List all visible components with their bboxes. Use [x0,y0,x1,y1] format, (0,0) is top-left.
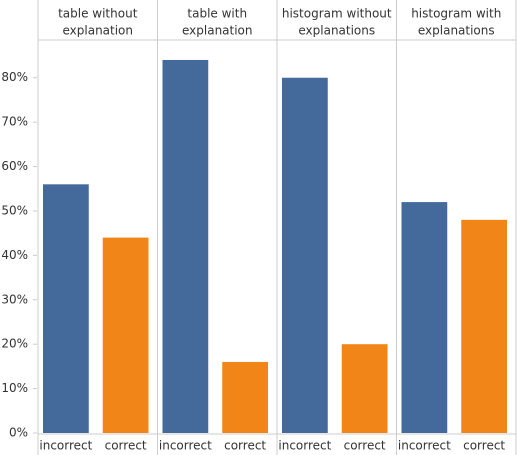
x-tick-label: correct [344,439,386,453]
x-tick-label: incorrect [159,439,212,453]
panel-title: histogram with [411,7,501,21]
bar [401,202,448,433]
bar [43,184,89,433]
x-tick-label: incorrect [398,439,451,453]
bar [282,77,328,434]
y-tick-label: 40% [1,248,28,262]
x-tick-label: correct [105,439,147,453]
y-tick-label: 70% [1,115,28,129]
y-tick-label: 0% [9,426,28,440]
panel-title: table without [58,7,138,21]
panel-title: explanation [62,24,133,38]
panel-title: histogram without [282,7,392,21]
bar [102,237,149,433]
x-tick-label: incorrect [39,439,92,453]
bar [222,361,268,433]
panel-title: explanation [182,24,253,38]
bar [341,344,388,433]
x-tick-label: correct [463,439,505,453]
y-tick-label: 20% [1,337,28,351]
x-tick-label: correct [224,439,266,453]
y-tick-label: 80% [1,70,28,84]
y-tick-label: 10% [1,381,28,395]
bar [162,59,209,433]
x-tick-label: incorrect [278,439,331,453]
panel-title: explanations [418,24,495,38]
panel-title: explanations [298,24,375,38]
y-tick-label: 30% [1,292,28,306]
y-tick-label: 60% [1,159,28,173]
bar [461,219,507,433]
panel-title: table with [187,7,247,21]
y-tick-label: 50% [1,203,28,217]
